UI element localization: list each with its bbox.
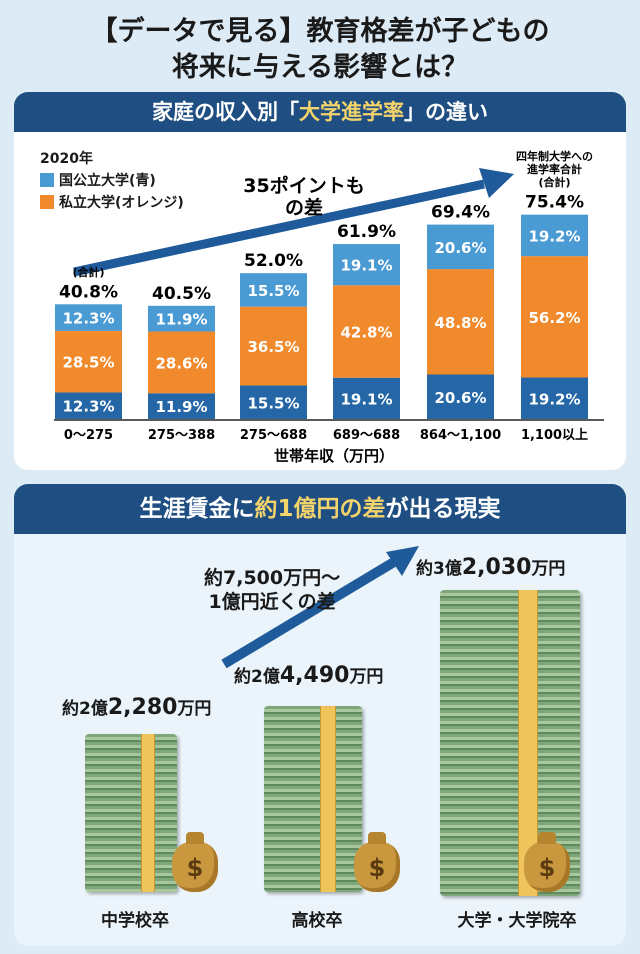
data-label: 11.9% [155, 311, 207, 329]
data-label: 11.9% [155, 398, 207, 416]
total-label: 52.0% [244, 251, 303, 271]
chart-legend: 2020年 国公立大学(青) 私立大学(オレンジ) [40, 148, 184, 214]
x-tick-label: 1,100以上 [521, 428, 588, 443]
label-junior-high: 中学校卒 [101, 911, 169, 931]
difference-arrow [221, 546, 419, 669]
total-label: 40.8% [59, 282, 118, 302]
legend-item-public: 国公立大学(青) [40, 170, 184, 192]
total-label: 61.9% [337, 222, 396, 242]
bar-segment [333, 285, 400, 378]
wage-high-school: 約2億4,490万円 [234, 663, 384, 688]
total-note: 四年制大学への [516, 149, 593, 163]
bar-segment [427, 269, 494, 375]
bar-segment [427, 224, 494, 270]
total-label: 75.4% [525, 193, 584, 213]
x-tick-label: 864〜1,100 [420, 428, 501, 443]
college-rate-panel: 家庭の収入別「大学進学率」の違い 2020年 国公立大学(青) 私立大学(オレン… [14, 92, 626, 470]
lifetime-wage-panel: 生涯賃金に約1億円の差が出る現実 約7,500万円〜 1億円近くの差 $ $ $ … [14, 484, 626, 946]
bar-segment [240, 385, 307, 419]
data-label: 20.6% [434, 239, 486, 257]
money-bag-icon: $ [524, 832, 570, 892]
annotation: 35ポイントも [243, 174, 364, 197]
bar-segment [55, 392, 122, 419]
x-tick-label: 689〜688 [333, 428, 400, 443]
bar-segment [148, 393, 215, 419]
page-title: 【データで見る】教育格差が子どもの 将来に与える影響とは？ [90, 16, 550, 83]
section-heading: 生涯賃金に約1億円の差が出る現実 [14, 484, 626, 534]
money-stack-high-school [264, 706, 362, 892]
money-stack-junior-high [85, 734, 177, 892]
legend-year: 2020年 [40, 151, 93, 167]
trend-arrow [73, 179, 485, 277]
bar-segment [148, 305, 215, 332]
data-label: 19.1% [340, 390, 392, 408]
bar-segment [427, 374, 494, 419]
legend-item-private: 私立大学(オレンジ) [40, 192, 184, 214]
data-label: 19.1% [340, 257, 392, 275]
data-label: 56.2% [528, 309, 580, 327]
bar-segment [148, 331, 215, 394]
bar-segment [521, 214, 588, 257]
data-label: 12.3% [62, 398, 114, 416]
money-bag-icon: $ [354, 832, 400, 892]
data-label: 28.6% [155, 354, 207, 372]
data-label: 19.2% [528, 390, 580, 408]
wage-university: 約3億2,030万円 [416, 555, 566, 580]
data-label: 48.8% [434, 314, 486, 332]
bar-segment [521, 377, 588, 419]
wage-junior-high: 約2億2,280万円 [62, 695, 212, 720]
bar-segment [55, 330, 122, 393]
total-note: (合計) [72, 265, 104, 279]
data-label: 28.5% [62, 354, 114, 372]
total-label: 40.5% [152, 284, 211, 304]
data-label: 12.3% [62, 310, 114, 328]
bar-segment [240, 306, 307, 386]
label-university: 大学・大学院卒 [457, 911, 577, 931]
total-label: 69.4% [431, 203, 490, 223]
section-heading: 家庭の収入別「大学進学率」の違い [14, 92, 626, 132]
data-label: 15.5% [247, 394, 299, 412]
x-tick-label: 275〜388 [148, 428, 215, 443]
money-bag-icon: $ [172, 832, 218, 892]
data-label: 42.8% [340, 324, 392, 342]
x-tick-label: 0〜275 [64, 428, 113, 443]
annotation: の差 [285, 196, 323, 219]
x-tick-label: 275〜688 [240, 428, 307, 443]
total-note: 進学率合計 [527, 162, 582, 176]
total-note: (合計) [538, 175, 570, 189]
bar-segment [240, 273, 307, 307]
bar-segment [333, 244, 400, 286]
bar-segment [333, 377, 400, 419]
data-label: 15.5% [247, 282, 299, 300]
bar-segment [55, 304, 122, 331]
difference-note: 約7,500万円〜 1億円近くの差 [204, 567, 341, 613]
bar-segment [521, 256, 588, 378]
data-label: 19.2% [528, 227, 580, 245]
trend-arrow-head [479, 168, 514, 198]
label-high-school: 高校卒 [291, 911, 343, 931]
data-label: 20.6% [434, 389, 486, 407]
data-label: 36.5% [247, 338, 299, 356]
x-axis-label: 世帯年収（万円） [274, 447, 394, 465]
